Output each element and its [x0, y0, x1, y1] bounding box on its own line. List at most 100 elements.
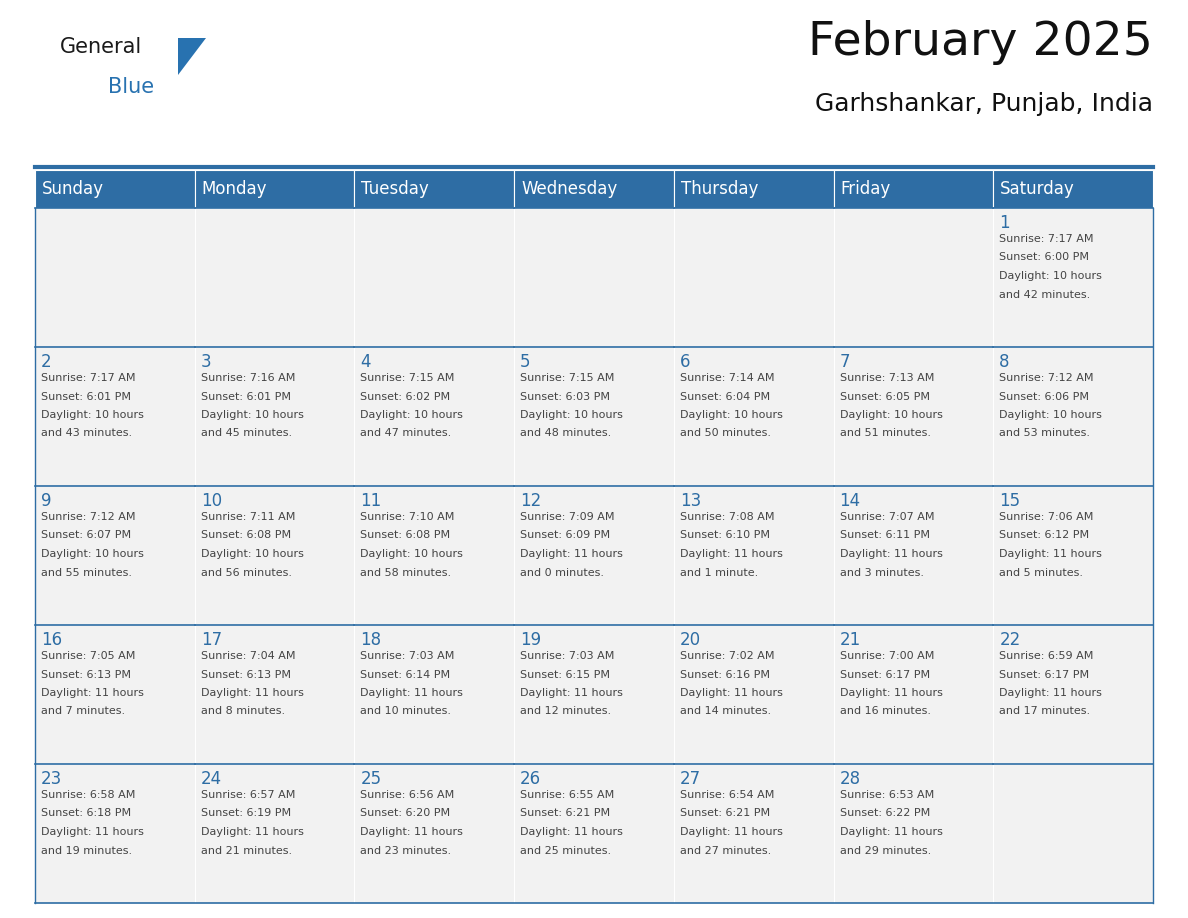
- Text: 16: 16: [42, 631, 62, 649]
- Text: 12: 12: [520, 492, 542, 510]
- Text: and 51 minutes.: and 51 minutes.: [840, 429, 930, 439]
- Text: Sunset: 6:13 PM: Sunset: 6:13 PM: [201, 669, 291, 679]
- Text: Daylight: 11 hours: Daylight: 11 hours: [42, 688, 144, 698]
- Text: Thursday: Thursday: [681, 180, 758, 198]
- Text: Daylight: 10 hours: Daylight: 10 hours: [520, 410, 623, 420]
- Bar: [34, 347, 195, 486]
- Text: 11: 11: [360, 492, 381, 510]
- Text: and 1 minute.: and 1 minute.: [680, 567, 758, 577]
- Text: Daylight: 10 hours: Daylight: 10 hours: [360, 549, 463, 559]
- Text: Sunset: 6:09 PM: Sunset: 6:09 PM: [520, 531, 611, 541]
- Text: Daylight: 11 hours: Daylight: 11 hours: [840, 549, 942, 559]
- Text: 6: 6: [680, 353, 690, 371]
- Bar: [514, 170, 674, 208]
- Text: 18: 18: [360, 631, 381, 649]
- Text: Sunrise: 7:13 AM: Sunrise: 7:13 AM: [840, 373, 934, 383]
- Text: Blue: Blue: [108, 77, 154, 97]
- Text: 2: 2: [42, 353, 51, 371]
- Text: 27: 27: [680, 770, 701, 788]
- Text: and 16 minutes.: and 16 minutes.: [840, 707, 930, 717]
- Bar: [674, 170, 834, 208]
- Text: Daylight: 10 hours: Daylight: 10 hours: [680, 410, 783, 420]
- Bar: [993, 486, 1154, 625]
- Text: Sunrise: 7:17 AM: Sunrise: 7:17 AM: [42, 373, 135, 383]
- Text: and 3 minutes.: and 3 minutes.: [840, 567, 923, 577]
- Bar: [354, 347, 514, 486]
- Bar: [34, 486, 195, 625]
- Text: Sunrise: 7:12 AM: Sunrise: 7:12 AM: [999, 373, 1094, 383]
- Text: Sunset: 6:13 PM: Sunset: 6:13 PM: [42, 669, 131, 679]
- Text: Sunrise: 7:14 AM: Sunrise: 7:14 AM: [680, 373, 775, 383]
- Text: Sunrise: 7:03 AM: Sunrise: 7:03 AM: [360, 651, 455, 661]
- Text: 26: 26: [520, 770, 542, 788]
- Text: Sunrise: 7:12 AM: Sunrise: 7:12 AM: [42, 512, 135, 522]
- Text: Sunrise: 7:08 AM: Sunrise: 7:08 AM: [680, 512, 775, 522]
- Text: and 56 minutes.: and 56 minutes.: [201, 567, 292, 577]
- Bar: [34, 208, 195, 347]
- Text: and 14 minutes.: and 14 minutes.: [680, 707, 771, 717]
- Text: 9: 9: [42, 492, 51, 510]
- Text: Sunset: 6:15 PM: Sunset: 6:15 PM: [520, 669, 611, 679]
- Bar: [514, 347, 674, 486]
- Text: Monday: Monday: [202, 180, 267, 198]
- Text: 21: 21: [840, 631, 861, 649]
- Text: Daylight: 11 hours: Daylight: 11 hours: [840, 827, 942, 837]
- Text: Sunrise: 7:15 AM: Sunrise: 7:15 AM: [520, 373, 614, 383]
- Polygon shape: [178, 38, 206, 75]
- Text: Sunrise: 6:53 AM: Sunrise: 6:53 AM: [840, 790, 934, 800]
- Text: and 43 minutes.: and 43 minutes.: [42, 429, 132, 439]
- Bar: [34, 170, 195, 208]
- Text: Saturday: Saturday: [1000, 180, 1075, 198]
- Bar: [993, 625, 1154, 764]
- Text: 25: 25: [360, 770, 381, 788]
- Text: 19: 19: [520, 631, 542, 649]
- Text: General: General: [61, 37, 143, 57]
- Text: Sunset: 6:14 PM: Sunset: 6:14 PM: [360, 669, 450, 679]
- Text: Garhshankar, Punjab, India: Garhshankar, Punjab, India: [815, 92, 1154, 116]
- Bar: [834, 625, 993, 764]
- Text: Sunset: 6:06 PM: Sunset: 6:06 PM: [999, 391, 1089, 401]
- Text: 22: 22: [999, 631, 1020, 649]
- Text: Sunrise: 7:02 AM: Sunrise: 7:02 AM: [680, 651, 775, 661]
- Bar: [354, 764, 514, 903]
- Bar: [354, 170, 514, 208]
- Text: Sunset: 6:18 PM: Sunset: 6:18 PM: [42, 809, 131, 819]
- Text: Daylight: 11 hours: Daylight: 11 hours: [520, 827, 623, 837]
- Text: 17: 17: [201, 631, 222, 649]
- Text: February 2025: February 2025: [808, 20, 1154, 65]
- Text: and 25 minutes.: and 25 minutes.: [520, 845, 612, 856]
- Text: 10: 10: [201, 492, 222, 510]
- Bar: [993, 764, 1154, 903]
- Text: Sunset: 6:22 PM: Sunset: 6:22 PM: [840, 809, 930, 819]
- Bar: [195, 347, 354, 486]
- Text: Daylight: 10 hours: Daylight: 10 hours: [999, 271, 1102, 281]
- Text: Daylight: 11 hours: Daylight: 11 hours: [360, 688, 463, 698]
- Text: Daylight: 11 hours: Daylight: 11 hours: [680, 688, 783, 698]
- Text: Sunrise: 6:59 AM: Sunrise: 6:59 AM: [999, 651, 1094, 661]
- Bar: [834, 208, 993, 347]
- Text: 20: 20: [680, 631, 701, 649]
- Text: and 7 minutes.: and 7 minutes.: [42, 707, 125, 717]
- Text: Daylight: 11 hours: Daylight: 11 hours: [999, 688, 1102, 698]
- Text: Sunrise: 7:07 AM: Sunrise: 7:07 AM: [840, 512, 934, 522]
- Text: Sunrise: 6:56 AM: Sunrise: 6:56 AM: [360, 790, 455, 800]
- Bar: [993, 208, 1154, 347]
- Text: Daylight: 10 hours: Daylight: 10 hours: [42, 549, 144, 559]
- Text: Sunset: 6:19 PM: Sunset: 6:19 PM: [201, 809, 291, 819]
- Text: Sunset: 6:01 PM: Sunset: 6:01 PM: [201, 391, 291, 401]
- Text: 28: 28: [840, 770, 860, 788]
- Text: Daylight: 11 hours: Daylight: 11 hours: [201, 827, 304, 837]
- Text: and 10 minutes.: and 10 minutes.: [360, 707, 451, 717]
- Text: Sunrise: 6:54 AM: Sunrise: 6:54 AM: [680, 790, 775, 800]
- Text: 23: 23: [42, 770, 62, 788]
- Text: Sunset: 6:12 PM: Sunset: 6:12 PM: [999, 531, 1089, 541]
- Text: Sunset: 6:11 PM: Sunset: 6:11 PM: [840, 531, 929, 541]
- Bar: [834, 347, 993, 486]
- Text: and 0 minutes.: and 0 minutes.: [520, 567, 605, 577]
- Text: Daylight: 11 hours: Daylight: 11 hours: [999, 549, 1102, 559]
- Text: and 12 minutes.: and 12 minutes.: [520, 707, 612, 717]
- Text: Sunset: 6:21 PM: Sunset: 6:21 PM: [520, 809, 611, 819]
- Text: and 5 minutes.: and 5 minutes.: [999, 567, 1083, 577]
- Text: and 27 minutes.: and 27 minutes.: [680, 845, 771, 856]
- Text: Sunset: 6:20 PM: Sunset: 6:20 PM: [360, 809, 450, 819]
